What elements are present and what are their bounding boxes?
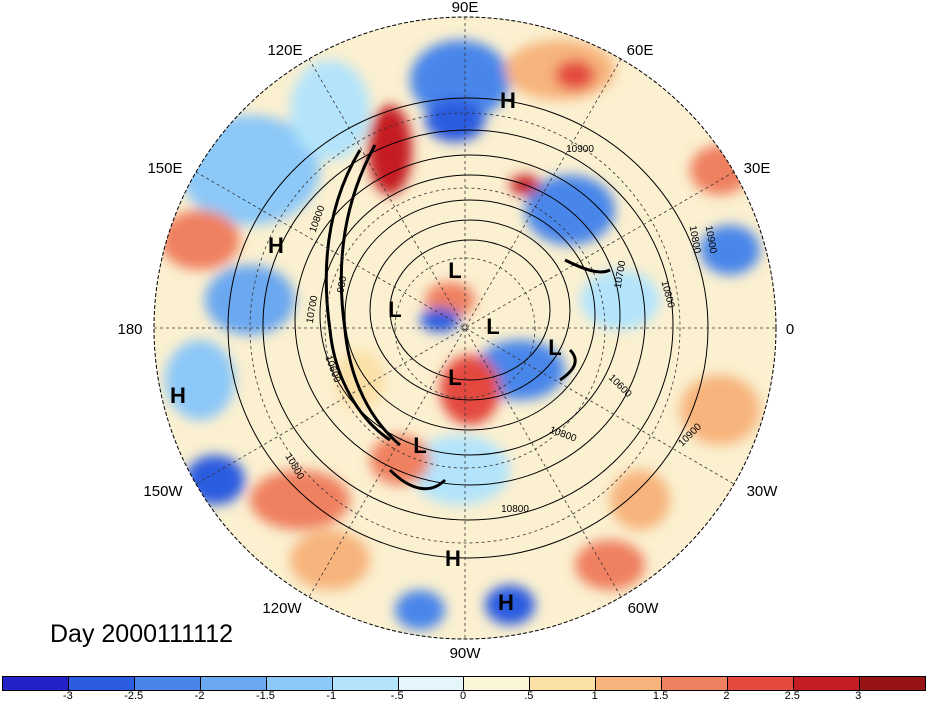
- colorbar-tick-label: 1: [591, 690, 598, 702]
- pressure-center-labels: H H H L L L L L L H H: [170, 88, 562, 615]
- colorbar-tick-label: -2.5: [124, 690, 144, 702]
- contour-label: 10800: [501, 504, 529, 515]
- lon-label-30w: 30W: [747, 483, 779, 500]
- contour-label: 10800: [687, 225, 703, 255]
- map-boundary: [153, 16, 777, 640]
- colorbar-swatch: [464, 677, 531, 690]
- high-label: H: [445, 546, 461, 571]
- colorbar-swatch: [3, 677, 69, 690]
- colorbar-tick-label: -.5: [390, 690, 404, 702]
- plot-title: Day 2000111112: [50, 620, 234, 648]
- lon-label-120w: 120W: [262, 600, 302, 617]
- colorbar-tick-label: 0: [459, 690, 467, 702]
- high-label: H: [500, 88, 516, 113]
- high-label: H: [268, 233, 284, 258]
- colorbar-tick-label: 1.5: [652, 690, 669, 702]
- low-label: L: [548, 335, 561, 360]
- colorbar-tick-label: -3: [62, 690, 73, 702]
- lon-label-150w: 150W: [143, 483, 183, 500]
- colorbar-swatch: [200, 677, 267, 690]
- colorbar-swatch: [859, 677, 925, 690]
- contour-label: 10700: [613, 259, 629, 289]
- colorbar-tick-label: 3: [855, 690, 862, 702]
- high-label: H: [170, 383, 186, 408]
- longitude-labels: 90E 120E 60E 150E 30E 180 0 150W 30W 120…: [117, 0, 794, 662]
- lon-label-90e: 90E: [452, 0, 479, 16]
- contour-label: 980: [336, 275, 350, 294]
- lon-label-30e: 30E: [744, 160, 771, 177]
- colorbar-swatch: [398, 677, 465, 690]
- low-label: L: [448, 365, 461, 390]
- graticule: [154, 17, 776, 639]
- high-label: H: [498, 590, 514, 615]
- colorbar-swatch: [134, 677, 201, 690]
- contour-label: 10900: [703, 225, 719, 255]
- colorbar-tick-label: -2: [194, 690, 205, 702]
- contour-label: 10700: [305, 294, 321, 324]
- colorbar-swatch: [728, 677, 795, 690]
- colorbar-boxes: [2, 676, 926, 691]
- low-label: L: [413, 433, 426, 458]
- colorbar-swatch: [68, 677, 135, 690]
- colorbar-tick-label: 2.5: [784, 690, 800, 702]
- colorbar-tick-label: -1.5: [255, 690, 275, 702]
- lon-label-180: 180: [117, 321, 142, 338]
- lon-label-150e: 150E: [147, 160, 182, 177]
- colorbar-tick-label: .5: [524, 690, 534, 702]
- colorbar-swatch: [794, 677, 860, 690]
- polar-map: 90E 120E 60E 150E 30E 180 0 150W 30W 120…: [117, 0, 794, 662]
- low-label: L: [388, 297, 401, 322]
- lon-label-0: 0: [786, 321, 794, 338]
- lon-label-60e: 60E: [627, 42, 654, 59]
- colorbar-tick-label: -1: [326, 690, 337, 702]
- colorbar-swatch: [530, 677, 597, 690]
- colorbar: -3 -2.5 -2 -1.5 -1 -.5 0 .5 1 1.5 2 2.5 3: [0, 674, 928, 702]
- colorbar-swatch: [332, 677, 399, 690]
- colorbar-swatch: [662, 677, 729, 690]
- lon-label-90w: 90W: [450, 645, 482, 662]
- colorbar-swatch: [266, 677, 333, 690]
- low-label: L: [486, 314, 499, 339]
- lon-label-120e: 120E: [267, 42, 302, 59]
- colorbar-swatch: [596, 677, 663, 690]
- low-label: L: [448, 258, 461, 283]
- lon-label-60w: 60W: [628, 600, 660, 617]
- colorbar-tick-label: 2: [723, 690, 730, 702]
- contour-label: 10900: [566, 144, 594, 155]
